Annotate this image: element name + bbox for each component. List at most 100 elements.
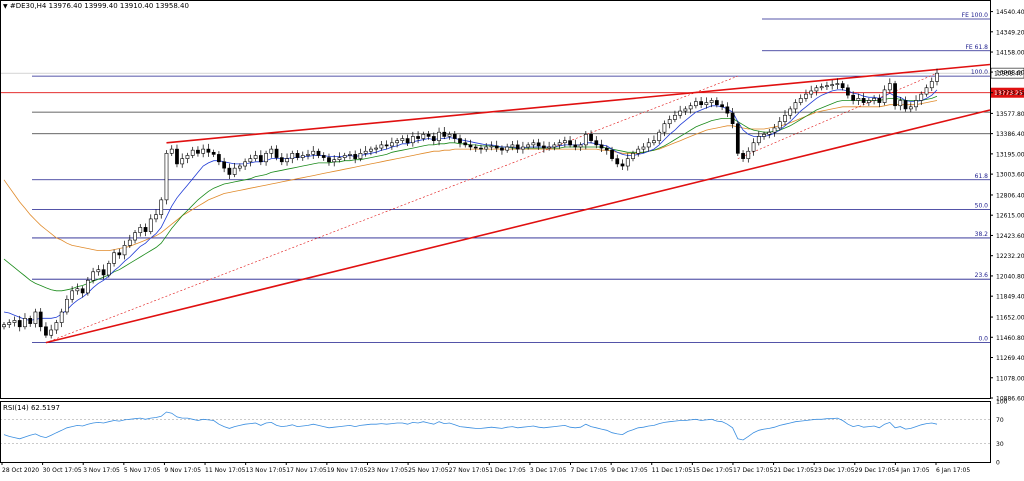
bear-candle: [903, 100, 908, 110]
bull-candle: [819, 86, 824, 89]
bear-candle: [196, 149, 200, 154]
x-tick-label: 5 Nov 17:05: [124, 467, 161, 474]
bear-candle: [594, 140, 599, 146]
rsi-line: [3, 411, 938, 441]
bull-candle: [688, 105, 693, 110]
rsi-tick-label: 100: [996, 399, 1008, 406]
bull-candle: [75, 288, 80, 292]
bear-candle: [620, 163, 625, 167]
bull-candle: [7, 322, 12, 325]
bull-candle: [835, 83, 840, 85]
bull-candle: [924, 87, 929, 95]
bear-candle: [101, 269, 106, 276]
bull-candle: [562, 140, 567, 144]
bull-candle: [646, 142, 651, 148]
bull-candle: [872, 98, 876, 101]
bear-candle: [295, 153, 300, 158]
bull-candle: [164, 153, 169, 201]
bull-candle: [437, 131, 441, 141]
bear-candle: [568, 140, 572, 146]
bear-candle: [222, 161, 227, 169]
x-tick-label: 1 Dec 17:05: [489, 467, 526, 474]
x-tick-label: 7 Dec 17:05: [571, 467, 608, 474]
bear-candle: [573, 144, 578, 148]
bull-candle: [505, 146, 510, 151]
bull-candle: [138, 227, 143, 233]
bear-candle: [279, 157, 284, 163]
bull-candle: [914, 100, 918, 108]
fib-base-dashed-line: [45, 75, 738, 343]
bear-candle: [473, 146, 478, 149]
bear-candle: [468, 144, 473, 148]
x-tick-label: 9 Dec 17:05: [611, 467, 648, 474]
y-tick-label: 14349.20: [996, 29, 1024, 36]
bull-candle: [306, 154, 310, 156]
bull-candle: [410, 136, 415, 144]
fib-level-label: 100.0: [971, 69, 988, 76]
bull-candle: [856, 98, 861, 101]
bull-candle: [788, 108, 793, 116]
bear-candle: [479, 147, 483, 150]
x-tick-label: 4 Jan 17:05: [895, 467, 929, 474]
bull-candle: [2, 324, 6, 328]
bull-candle: [667, 119, 672, 125]
bear-candle: [206, 148, 211, 153]
y-tick-label: 10886.60: [996, 396, 1024, 403]
rsi-tick-label: 0: [996, 460, 1000, 467]
bull-candle: [190, 149, 195, 156]
bull-candle: [762, 134, 766, 137]
bull-candle: [583, 134, 588, 146]
bull-candle: [400, 138, 405, 141]
fe-dashed-line: [737, 72, 938, 159]
bull-candle: [285, 158, 289, 163]
bull-candle: [746, 150, 751, 159]
bull-candle: [253, 155, 258, 159]
bull-candle: [379, 144, 384, 149]
bear-candle: [117, 252, 122, 256]
y-tick-label: 11078.00: [996, 375, 1024, 382]
bull-candle: [65, 298, 69, 313]
bull-candle: [882, 89, 887, 103]
bear-candle: [604, 147, 609, 151]
bull-candle: [625, 158, 630, 167]
bull-candle: [348, 154, 352, 156]
bull-candle: [332, 159, 337, 163]
y-tick-label: 13773.25: [996, 90, 1024, 97]
y-tick-label: 11652.00: [996, 315, 1024, 322]
dropdown-triangle-icon[interactable]: ▼: [3, 3, 8, 10]
bear-candle: [458, 138, 462, 144]
ohlc-values: 13976.40 13999.40 13910.40 13958.40: [48, 2, 189, 10]
bull-candle: [557, 142, 562, 146]
y-tick-label: 13577.80: [996, 111, 1024, 118]
bull-candle: [54, 322, 59, 331]
bear-candle: [327, 157, 331, 163]
bull-candle: [814, 87, 819, 92]
bull-candle: [804, 93, 808, 99]
bull-candle: [70, 290, 75, 300]
bull-candle: [866, 100, 871, 103]
y-tick-label: 13003.60: [996, 172, 1024, 179]
bear-candle: [730, 112, 735, 125]
red-level-price-label: 13773.25: [994, 90, 1023, 97]
bull-candle: [489, 145, 494, 148]
bull-candle: [112, 252, 116, 264]
bull-candle: [772, 127, 777, 133]
symbol-header: ▼ #DE30,H4 13976.40 13999.40 13910.40 13…: [3, 2, 189, 10]
x-tick-label: 17 Nov 17:05: [286, 467, 327, 474]
bear-candle: [463, 142, 468, 146]
bull-candle: [59, 311, 64, 323]
bear-candle: [143, 227, 148, 232]
bull-candle: [929, 81, 934, 89]
bear-candle: [500, 147, 504, 151]
bull-candle: [578, 144, 583, 148]
bull-candle: [337, 157, 342, 160]
bear-candle: [44, 326, 48, 336]
x-tick-label: 15 Dec 17:05: [692, 467, 733, 474]
bear-candle: [893, 83, 897, 107]
y-tick-label: 14540.40: [996, 9, 1024, 16]
bull-candle: [526, 144, 531, 148]
bull-candle: [148, 218, 153, 232]
bull-candle: [751, 142, 756, 152]
